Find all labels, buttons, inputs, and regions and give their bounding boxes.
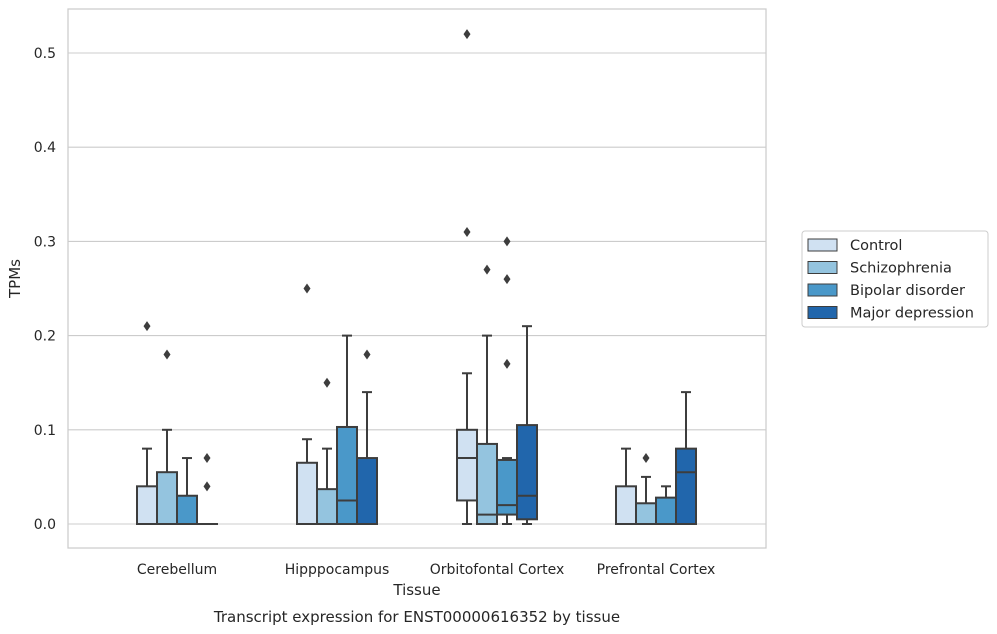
- legend-item: Schizophrenia: [807, 261, 952, 277]
- legend: Control Schizophrenia Bipolar disorder Majo…: [801, 230, 989, 328]
- plot-area-frame: [67, 8, 767, 549]
- box-body: [496, 458, 518, 516]
- legend-frame: [801, 230, 989, 328]
- box-body: [456, 428, 478, 502]
- legend-label: Major depression: [850, 306, 974, 322]
- box-body: [476, 442, 498, 525]
- outlier-point: [642, 453, 650, 464]
- x-tick-label: Orbitofontal Cortex: [430, 562, 565, 578]
- legend-label: Bipolar disorder: [850, 283, 965, 299]
- box-body: [156, 471, 178, 526]
- box-major-depression: [356, 349, 378, 525]
- grid-lines: [68, 52, 766, 525]
- outlier-point: [463, 29, 471, 40]
- box-body: [336, 425, 358, 525]
- box-schizophrenia: [316, 377, 338, 525]
- outlier-point: [203, 453, 211, 464]
- y-tick-label: 0.2: [34, 329, 56, 345]
- y-tick-labels: 0.0 0.1 0.2 0.3 0.4 0.5: [34, 46, 56, 533]
- box-control: [136, 321, 158, 526]
- outlier-point: [463, 226, 471, 237]
- box-bipolar-disorder: [336, 334, 358, 525]
- y-tick-label: 0.4: [34, 140, 56, 156]
- outlier-point: [163, 349, 171, 360]
- box-schizophrenia: [156, 349, 178, 526]
- chart-caption: Transcript expression for ENST0000061635…: [213, 608, 620, 626]
- box-body: [655, 496, 677, 525]
- box-body: [176, 494, 198, 525]
- box-control: [615, 447, 637, 526]
- box-body: [635, 502, 657, 525]
- box-major-depression: [196, 453, 218, 526]
- x-tick-label: Prefrontal Cortex: [597, 562, 716, 578]
- legend-item: Bipolar disorder: [807, 283, 965, 299]
- box-schizophrenia: [635, 453, 657, 525]
- outlier-point: [363, 349, 371, 360]
- outlier-point: [483, 264, 491, 275]
- legend-swatch: [807, 261, 838, 274]
- legend-item: Control: [807, 238, 902, 254]
- box-bipolar-disorder: [176, 457, 198, 525]
- legend-swatch: [807, 283, 838, 297]
- box-body: [675, 447, 697, 526]
- legend-label: Control: [850, 238, 902, 254]
- legend-item: Major depression: [807, 306, 974, 322]
- x-axis-title: Tissue: [392, 581, 440, 599]
- box-major-depression: [675, 391, 697, 526]
- box-bipolar-disorder: [496, 236, 518, 525]
- outlier-point: [503, 236, 511, 247]
- y-tick-label: 0.3: [34, 234, 56, 250]
- box-body: [316, 488, 338, 525]
- outlier-point: [503, 358, 511, 369]
- x-tick-labels: Cerebellum Hipppocampus Orbitofontal Corte…: [137, 562, 715, 578]
- legend-swatch: [807, 306, 838, 319]
- y-axis-title: TPMs: [6, 259, 24, 299]
- box-schizophrenia: [476, 264, 498, 525]
- box-control: [296, 283, 318, 525]
- outlier-point: [303, 283, 311, 294]
- box-body: [136, 485, 158, 526]
- box-control: [456, 29, 478, 525]
- outlier-point: [323, 377, 331, 388]
- box-body: [356, 457, 378, 525]
- legend-swatch: [807, 238, 838, 252]
- box-bipolar-disorder: [655, 485, 677, 525]
- box-body: [516, 424, 538, 521]
- y-tick-label: 0.0: [34, 517, 56, 533]
- outlier-point: [143, 321, 151, 332]
- x-tick-label: Cerebellum: [137, 562, 217, 578]
- box-major-depression: [516, 325, 538, 525]
- outlier-point: [503, 274, 511, 285]
- box-body: [615, 485, 637, 526]
- box-body: [296, 461, 318, 525]
- x-tick-label: Hipppocampus: [285, 562, 390, 578]
- outlier-point: [203, 481, 211, 492]
- legend-label: Schizophrenia: [850, 261, 952, 277]
- box-plots: [136, 29, 697, 526]
- y-tick-label: 0.1: [34, 423, 56, 439]
- y-tick-label: 0.5: [34, 46, 56, 62]
